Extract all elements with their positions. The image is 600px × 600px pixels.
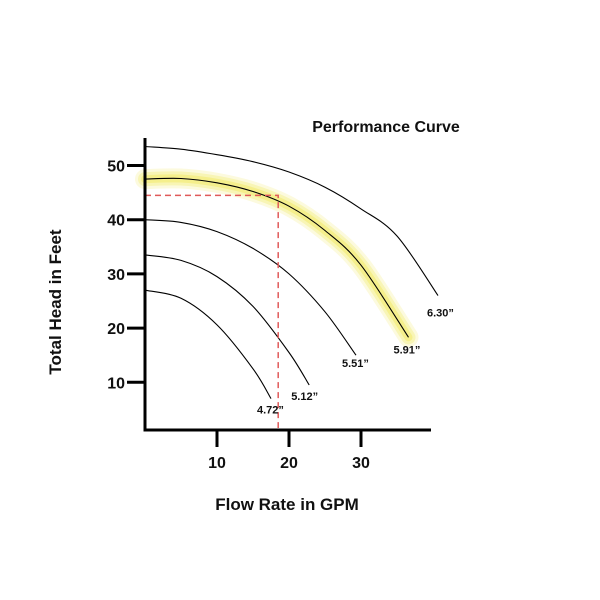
y-axis-label: Total Head in Feet xyxy=(46,229,65,374)
curve-label-6-30: 6.30” xyxy=(427,308,454,320)
operating-point-guide-line xyxy=(145,194,279,428)
y-tick-label-20: 20 xyxy=(107,321,125,338)
x-tick-label-20: 20 xyxy=(280,455,298,472)
x-tick-label-10: 10 xyxy=(208,455,226,472)
highlight-glow xyxy=(135,168,419,348)
curve-5-12 xyxy=(144,254,310,386)
chart-title: Performance Curve xyxy=(312,119,460,136)
curve-4-72 xyxy=(144,289,272,399)
y-tick-label-10: 10 xyxy=(107,375,125,392)
y-tick-label-30: 30 xyxy=(107,267,125,284)
curve-5-91 xyxy=(144,177,409,338)
curve-labels: 4.72” 5.12” 5.51” 5.91” 6.30” xyxy=(257,308,454,417)
x-tick-label-30: 30 xyxy=(352,455,370,472)
curve-label-4-72: 4.72” xyxy=(257,405,284,417)
y-tick-label-50: 50 xyxy=(107,159,125,176)
y-tick-label-40: 40 xyxy=(107,213,125,230)
highlight-glow-band-2 xyxy=(141,174,413,342)
pump-curves xyxy=(144,145,439,399)
operating-point-guides xyxy=(145,194,279,428)
curve-label-5-91: 5.91” xyxy=(394,344,421,356)
curve-5-51 xyxy=(144,219,357,356)
curve-label-5-12: 5.12” xyxy=(291,391,318,403)
curve-6-30 xyxy=(144,145,439,296)
x-axis-label: Flow Rate in GPM xyxy=(215,495,359,514)
axis-ticks: 10 20 30 10 20 30 40 50 xyxy=(107,159,370,472)
curve-label-5-51: 5.51” xyxy=(342,358,369,370)
